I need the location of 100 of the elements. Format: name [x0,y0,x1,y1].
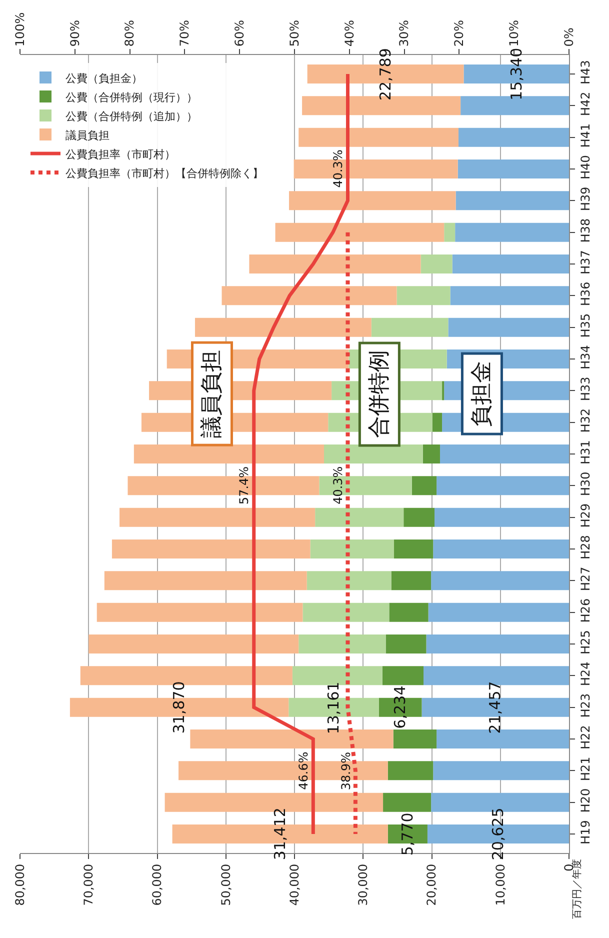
data-label: 21,457 [486,681,504,734]
annotation: 57.4% [237,466,252,505]
bar [298,128,459,147]
bar [452,254,569,274]
data-label: 15,340 [507,48,526,100]
bar [434,508,569,527]
y-tick-label: H43 [578,60,592,84]
y-tick-label: H28 [578,535,592,560]
bar [249,254,421,274]
bar [315,508,404,527]
bar [394,540,434,558]
x2-tick-label: 10% [507,20,521,47]
y-tick-label: H37 [578,250,592,274]
bar [436,476,569,496]
x-tick-label: 40,000 [287,864,302,906]
x-tick-label: 80,000 [12,864,27,906]
annotation: 40.3% [330,150,345,188]
data-label: 22,789 [376,48,395,101]
x2-tick-label: 70% [178,20,192,47]
legend-label: 公費負担率（市町村） [65,148,176,161]
bar [389,602,428,622]
bar [458,128,569,147]
bar [455,222,569,242]
y-tick-label: H41 [578,123,592,148]
bar [383,792,432,812]
y-tick-label: H23 [578,693,592,718]
y-tick-label: H26 [578,598,592,623]
bar [88,634,299,654]
bar [448,318,569,337]
y-tick-label: H25 [578,630,592,654]
legend-label: 公費（合併特例（追加）） [65,110,198,123]
bar [391,571,432,590]
legend-label: 議員負担 [65,128,110,142]
bar [104,571,307,590]
y-tick-label: H22 [578,725,592,750]
y-tick-label: H24 [578,662,592,686]
data-label: 5,770 [398,812,417,856]
y-tick-label: H42 [578,92,592,116]
annotation: 議員負担 [200,350,224,438]
bar [426,634,569,654]
bar [289,191,456,210]
bar [382,666,424,686]
bar [404,508,434,527]
bar [310,540,394,558]
legend-label: 公費（合併特例（現行）） [65,90,198,104]
x2-tick-label: 100% [12,12,27,47]
data-label: 20,625 [489,808,508,860]
annotation: 38.9% [338,752,353,790]
bar [450,286,569,306]
bar [396,286,450,306]
y-tick-label: H27 [578,566,592,592]
bar [444,222,456,242]
bar [428,602,569,622]
x2-tick-label: 60% [232,20,246,47]
y-tick-label: H34 [578,345,592,370]
x-tick-label: 70,000 [82,864,96,906]
bar [386,634,426,654]
bar [431,571,569,590]
bar [393,730,437,748]
bar [222,286,397,306]
bar [120,508,316,527]
legend-label: 公費負担率（市町村）【合併特例除く】 [65,166,264,180]
bar [433,761,569,780]
data-label: 31,870 [170,681,188,734]
bar [458,160,569,178]
legend-label: 公費（負担金） [65,72,142,85]
y-tick-label: H36 [578,282,592,306]
y-tick-label: H38 [578,218,592,243]
y-tick-label: H21 [578,756,592,782]
x-tick-label: 50,000 [218,864,233,906]
annotation: 負担金 [469,360,494,427]
bar [324,444,423,464]
y-tick-label: H35 [578,313,592,338]
y-tick-label: H20 [578,788,592,813]
y-tick-label: H19 [578,820,592,844]
y-tick-label: H32 [578,408,592,433]
y-tick-label: H31 [578,440,592,464]
bar [433,540,569,558]
bar [306,571,392,590]
bar [432,412,442,432]
x2-tick-label: 20% [452,20,466,47]
y-tick-label: H33 [578,376,592,402]
y-tick-label: H30 [578,472,592,496]
annotation: 40.3% [331,466,346,504]
x2-tick-label: 50% [287,20,302,47]
x2-tick-label: 90% [68,20,82,47]
bar [275,222,444,242]
bar [420,254,452,274]
x2-tick-label: 40% [342,20,356,47]
annotation: 46.6% [296,752,310,790]
bar [456,191,569,210]
bar [194,318,372,337]
annotation: 合併特例 [366,350,392,438]
y-tick-label: H40 [578,155,592,180]
bar [298,634,386,654]
bar [388,761,434,780]
bar [412,476,437,496]
data-label: 13,161 [324,682,342,734]
bar [371,318,448,337]
bar [422,444,440,464]
